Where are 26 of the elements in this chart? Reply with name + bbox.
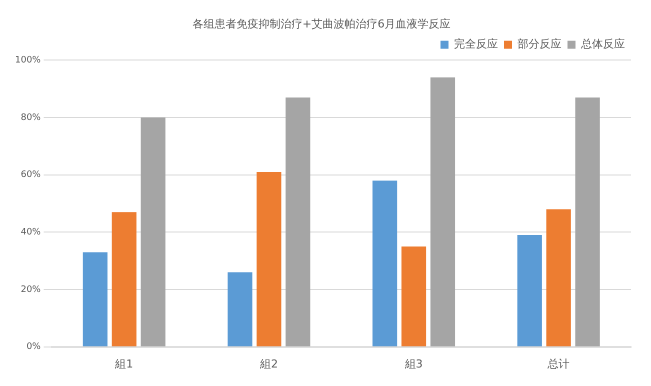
bar (82, 252, 108, 346)
bar (140, 118, 166, 346)
y-tick-label: 60% (20, 170, 42, 180)
legend-label: 部分反应 (518, 38, 562, 51)
bar (372, 180, 398, 346)
bar (546, 209, 571, 346)
chart-title: 各组患者免疫抑制治疗+艾曲波帕治疗6月血液学反应 (192, 17, 451, 30)
bar (112, 212, 136, 346)
legend-label: 总体反应 (580, 38, 625, 51)
bar (575, 97, 600, 346)
x-tick-label: 組1 (114, 357, 134, 370)
y-tick-label: 100% (14, 56, 42, 66)
bar (256, 172, 282, 346)
x-tick-label: 組3 (404, 357, 423, 370)
bar (286, 97, 310, 346)
bar (401, 246, 426, 346)
x-tick-label: 組2 (258, 357, 278, 370)
x-tick-label: 总计 (546, 357, 570, 370)
bar (430, 77, 456, 346)
y-tick-label: 0% (26, 342, 42, 352)
y-tick-label: 80% (20, 112, 42, 123)
legend-label: 完全反应 (454, 38, 498, 51)
bar (228, 272, 252, 346)
bar (517, 235, 542, 346)
y-tick-label: 40% (20, 228, 42, 238)
y-tick-label: 20% (20, 284, 42, 295)
